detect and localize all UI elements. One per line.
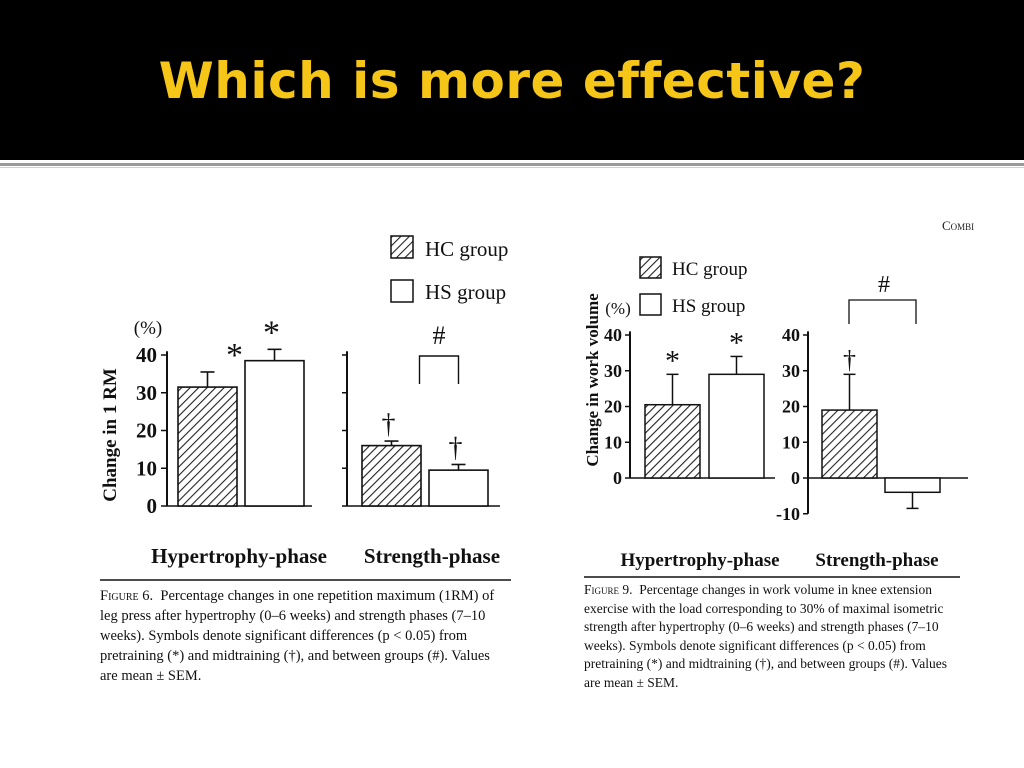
fig6-annotation-symbol: *: [226, 337, 243, 374]
fig9-annotation-symbol: *: [665, 344, 680, 377]
fig9-yunit: (%): [605, 299, 630, 318]
fig9-legend-hc: HC group: [672, 259, 747, 280]
fig9-ytick-label-right: -10: [776, 504, 800, 524]
fig9-category-label: Strength-phase: [815, 550, 938, 571]
figure9-caption-label: Figure 9.: [584, 582, 633, 597]
fig6-ytick-label: 30: [136, 381, 157, 405]
fig6-ytick-label: 40: [136, 343, 157, 367]
figure9-caption: Figure 9. Percentage changes in work vol…: [584, 581, 964, 692]
fig6-bar: [428, 469, 489, 507]
fig6-ylabel: Change in 1 RM: [100, 368, 121, 502]
corner-text: Combi: [942, 218, 975, 233]
fig9-ytick-label-left: 10: [604, 432, 622, 452]
fig9-ytick-label-left: 0: [613, 468, 622, 488]
fig6-category-label: Hypertrophy-phase: [151, 544, 327, 568]
fig9-legend-hs: HS group: [672, 296, 745, 317]
fig9-ytick-label-right: 30: [782, 361, 800, 381]
fig9-ytick-label-right: 40: [782, 325, 800, 345]
fig6-annotation-symbol: *: [263, 314, 280, 351]
fig9-category-label: Hypertrophy-phase: [620, 550, 779, 571]
fig6-category-label: Strength-phase: [364, 544, 500, 568]
fig6-bar: [177, 386, 238, 507]
fig9-bar: [821, 409, 878, 479]
fig6-ytick-label: 10: [136, 456, 157, 480]
fig6-bracket: [418, 355, 460, 384]
fig6-annotation-hash: #: [433, 321, 446, 350]
fig9-ytick-label-right: 10: [782, 432, 800, 452]
fig6-legend-hc: HC group: [425, 237, 508, 261]
fig6-annotation-symbol: †: [382, 409, 396, 440]
title-divider: [0, 163, 1024, 166]
figure9-caption-text: Percentage changes in work volume in kne…: [584, 582, 948, 690]
fig9-ytick-label-right: 20: [782, 397, 800, 417]
fig9-legend-swatch-hc: [639, 256, 662, 279]
fig6-ytick-label: 0: [147, 494, 158, 518]
fig9-annotation-hash: #: [878, 272, 890, 298]
fig9-ylabel: Change in work volume: [583, 293, 602, 467]
fig6-bar: [244, 359, 305, 507]
fig6-legend-swatch-hc: [390, 235, 414, 259]
fig6-bar: [361, 444, 422, 507]
slide-title: Which is more effective?: [158, 52, 866, 110]
fig9-legend-swatch-hs: [639, 293, 662, 316]
figure6-caption-text: Percentage changes in one repetition max…: [100, 588, 495, 684]
title-divider-thin: [0, 167, 1024, 168]
fig9-annotation-symbol: *: [729, 326, 744, 359]
fig6-yunit: (%): [134, 318, 162, 339]
fig6-annotation-symbol: †: [449, 432, 463, 463]
fig9-ytick-label-left: 20: [604, 397, 622, 417]
fig9-ytick-label-left: 40: [604, 325, 622, 345]
fig6-legend-hs: HS group: [425, 280, 506, 304]
fig9-bar: [884, 477, 941, 494]
fig6-ytick-label: 20: [136, 419, 157, 443]
fig9-annotation-symbol: †: [843, 345, 856, 374]
fig9-ytick-label-right: 0: [791, 468, 800, 488]
fig9-bar: [708, 373, 765, 479]
fig9-ytick-label-left: 30: [604, 361, 622, 381]
fig9-bar: [644, 403, 701, 479]
figure6-caption-label: Figure 6.: [100, 588, 154, 604]
title-bar: [0, 0, 1024, 160]
figure6-caption: Figure 6. Percentage changes in one repe…: [100, 586, 510, 686]
fig9-bracket: [848, 299, 917, 324]
fig6-legend-swatch-hs: [390, 279, 414, 303]
